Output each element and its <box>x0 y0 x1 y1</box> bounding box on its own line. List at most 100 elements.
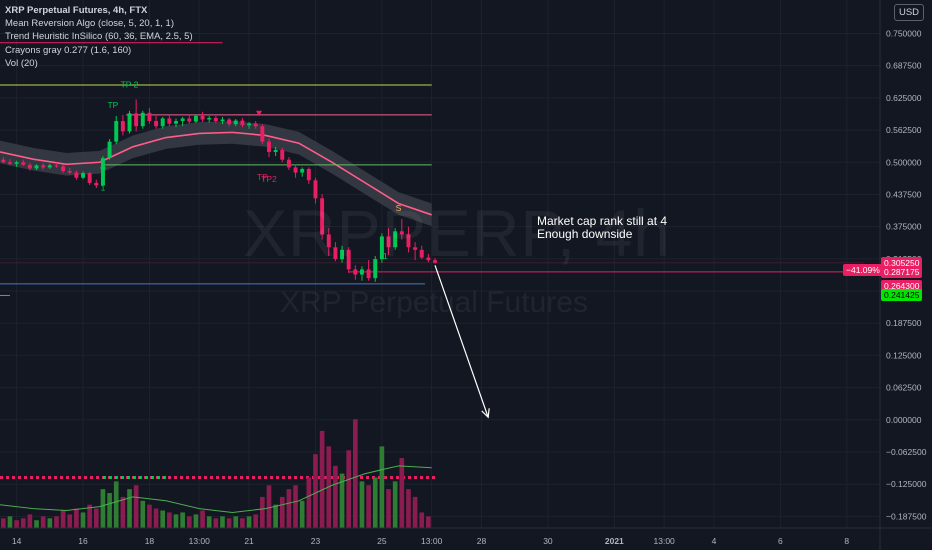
volume-bar <box>273 504 278 528</box>
candle-body <box>54 165 59 167</box>
x-tick-label: 13:00 <box>654 536 676 546</box>
x-tick-label: 2021 <box>605 536 624 546</box>
volume-bar <box>140 500 146 528</box>
chart-legend: XRP Perpetual Futures, 4h, FTX Mean Reve… <box>5 4 193 70</box>
volume-bar <box>193 514 199 528</box>
volume-bar <box>359 481 365 528</box>
signal-label: 1 <box>383 251 388 261</box>
candle-body <box>180 118 185 122</box>
text-annotation: Market cap rank still at 4 Enough downsi… <box>537 215 667 240</box>
volume-bar <box>333 465 338 528</box>
volume-bar <box>392 481 398 528</box>
volume-bar <box>47 518 53 528</box>
candle-body <box>7 162 12 164</box>
legend-indicator-trend-heuristic[interactable]: Trend Heuristic InSilico (60, 36, EMA, 2… <box>5 31 193 43</box>
volume-bar <box>319 430 325 528</box>
volume-bar <box>167 512 172 528</box>
candle-body <box>433 260 437 263</box>
volume-bar <box>372 477 378 528</box>
volume-bar <box>253 514 259 528</box>
candle-body <box>227 119 232 125</box>
annotation-line-2: Enough downside <box>537 226 633 241</box>
candle-body <box>34 165 39 169</box>
volume-bar <box>34 520 39 528</box>
candle-body <box>200 115 205 120</box>
volume-bar <box>386 489 391 528</box>
candle-body <box>1 159 6 163</box>
candle-body <box>193 115 198 122</box>
volume-bar <box>233 516 239 528</box>
candle-body <box>100 158 105 186</box>
ema-line <box>0 131 432 216</box>
arrow-shaft <box>434 265 489 418</box>
volume-bar <box>206 516 212 528</box>
volume-bar <box>107 493 112 528</box>
volume-bar <box>306 477 312 528</box>
candle-body <box>187 118 192 122</box>
candle-body <box>220 119 225 122</box>
watermark-subtitle: XRP Perpetual Futures <box>280 286 588 319</box>
candle-body <box>134 113 139 127</box>
candle-body <box>286 159 291 168</box>
candle-body <box>147 112 152 122</box>
watermark-title: XRPPERP, 4h <box>243 196 672 270</box>
y-tick-label: −0.187500 <box>886 511 927 521</box>
volume-bar <box>127 489 132 528</box>
y-tick-label: 0.687500 <box>886 61 922 71</box>
volume-bar <box>160 510 166 528</box>
x-tick-label: 25 <box>377 536 387 546</box>
candle-body <box>366 269 371 279</box>
candle-body <box>320 198 325 235</box>
signal-label: TP2 <box>261 174 277 184</box>
percent-change-label: −41.09% <box>843 264 883 276</box>
volume-bar <box>240 518 245 528</box>
y-tick-label: 0.125000 <box>886 350 922 360</box>
candle-body <box>340 249 345 260</box>
signal-label: TP <box>257 172 268 182</box>
candle-body <box>280 149 285 160</box>
x-tick-label: 4 <box>712 536 717 546</box>
legend-indicator-crayons[interactable]: Crayons gray 0.277 (1.6, 160) <box>5 44 132 56</box>
volume-bar <box>27 514 33 528</box>
volume-bar <box>339 473 345 528</box>
candle-body <box>333 247 338 260</box>
candle-body <box>379 236 384 260</box>
candle-body <box>293 167 298 173</box>
candle-body <box>67 171 72 173</box>
candle-body <box>306 168 311 181</box>
y-tick-label: 0.562500 <box>886 125 922 135</box>
candle-body <box>267 141 271 152</box>
candle-body <box>406 234 411 248</box>
candle-body <box>140 112 145 127</box>
price-label: 0.287175 <box>881 265 923 278</box>
price-label: 0.241425 <box>881 289 923 302</box>
volume-bar <box>67 514 73 528</box>
candle-body <box>413 247 418 250</box>
candle-body <box>94 182 99 186</box>
volume-bar <box>213 518 219 528</box>
volume-bar <box>379 446 385 528</box>
volume-bar <box>74 508 79 528</box>
volume-bar <box>200 510 205 528</box>
signal-label: 1 <box>101 183 106 193</box>
x-tick-label: 18 <box>145 536 155 546</box>
legend-indicator-volume[interactable]: Vol (20) <box>5 57 38 69</box>
currency-button[interactable]: USD <box>894 4 924 21</box>
y-tick-label: −0.062500 <box>886 447 927 457</box>
price-label: 0.264300 <box>881 279 923 292</box>
volume-bar <box>133 485 139 528</box>
candle-body <box>174 121 178 124</box>
candle-body <box>346 249 351 270</box>
legend-symbol[interactable]: XRP Perpetual Futures, 4h, FTX <box>5 5 148 16</box>
candle-body <box>41 165 46 168</box>
time-axis[interactable]: 14 16 18 13:00 21 23 25 13:00 28 30 2021 13:00 4 6 8 <box>0 527 932 546</box>
candle-body <box>273 149 278 152</box>
volume-bars <box>0 419 436 528</box>
candle-body <box>107 141 112 159</box>
candle-body <box>114 121 119 142</box>
volume-bar <box>100 489 106 528</box>
volume-bar <box>426 516 431 528</box>
legend-indicator-mean-reversion[interactable]: Mean Reversion Algo (close, 5, 20, 1, 1) <box>5 18 174 30</box>
volume-bar <box>399 458 405 528</box>
